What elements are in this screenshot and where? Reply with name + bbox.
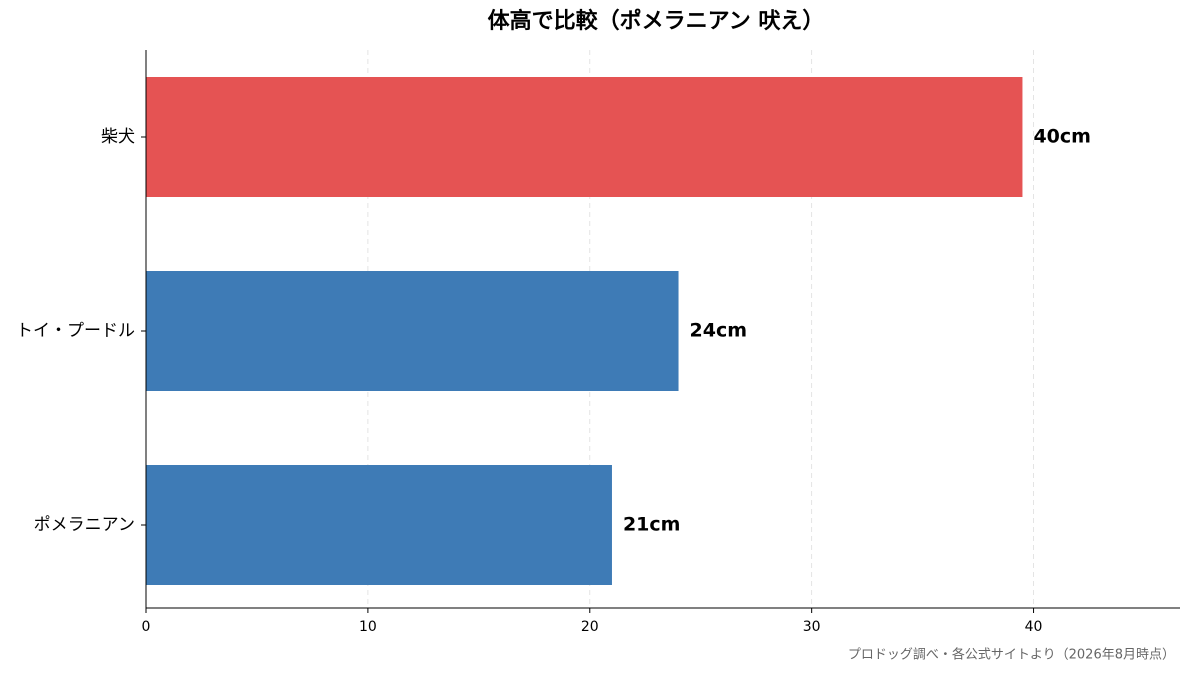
value-label: 40cm: [1033, 126, 1091, 148]
x-tick-label: 20: [581, 619, 599, 635]
y-tick-label: ポメラニアン: [34, 515, 135, 535]
x-tick-label: 10: [359, 619, 377, 635]
bar: [146, 465, 612, 585]
footnote: プロドッグ調べ・各公式サイトより（2026年8月時点）: [848, 647, 1175, 663]
x-tick-label: 0: [142, 619, 151, 635]
value-label: 21cm: [623, 514, 681, 536]
chart-title: 体高で比較（ポメラニアン 吠え）: [488, 8, 825, 34]
x-tick-label: 40: [1025, 619, 1043, 635]
value-label: 24cm: [690, 320, 748, 342]
y-tick-label: トイ・プードル: [16, 321, 135, 341]
bar: [146, 271, 679, 391]
y-tick-label: 柴犬: [101, 127, 135, 147]
bar: [146, 77, 1023, 197]
x-tick-label: 30: [803, 619, 821, 635]
